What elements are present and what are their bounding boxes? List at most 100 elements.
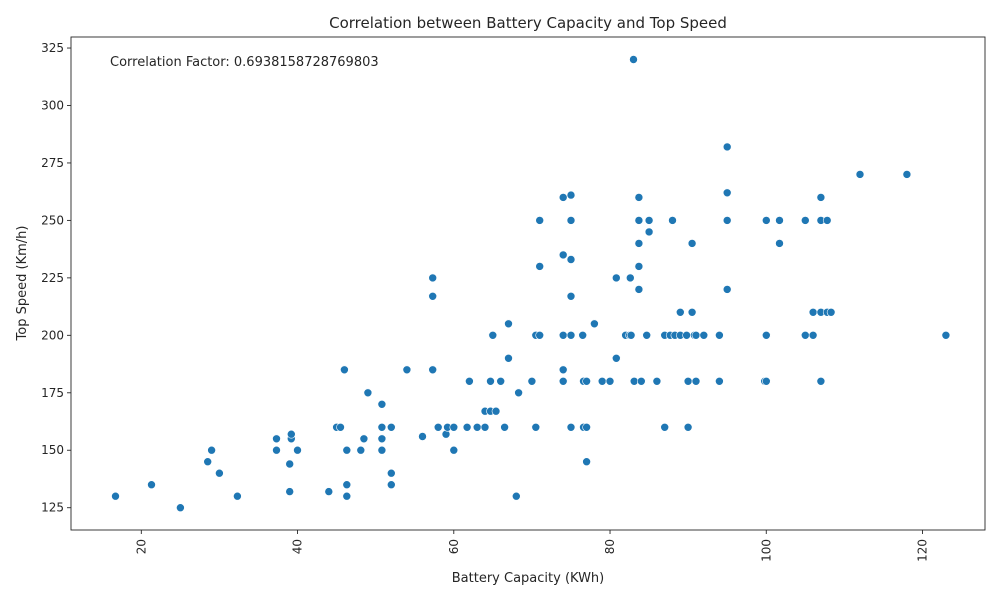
data-point [722, 188, 732, 198]
data-point [504, 353, 513, 363]
data-point [558, 365, 568, 375]
x-tick-label: 40 [291, 539, 305, 554]
data-point [433, 422, 443, 432]
data-point [428, 273, 438, 283]
data-point [642, 330, 652, 340]
data-point [428, 365, 438, 375]
data-point [816, 193, 826, 202]
data-point [359, 434, 369, 444]
data-point [488, 330, 498, 340]
data-point [597, 376, 607, 386]
data-point [462, 422, 472, 432]
data-point [634, 239, 644, 248]
data-point [480, 422, 490, 432]
data-point [668, 216, 677, 225]
y-axis-title: Top Speed (Km/h) [15, 226, 30, 342]
data-point [272, 445, 281, 455]
data-point [611, 353, 621, 363]
data-point [683, 422, 693, 432]
data-point [377, 445, 387, 455]
data-point [441, 429, 451, 439]
data-point [699, 330, 709, 340]
data-point [715, 376, 724, 386]
data-point [761, 330, 771, 340]
data-point [491, 406, 501, 416]
x-axis: 20 40 60 80 100 120 [134, 530, 930, 562]
data-point [902, 170, 912, 179]
data-point [340, 365, 349, 375]
data-point [342, 491, 352, 501]
data-point [582, 376, 591, 386]
data-point [377, 434, 387, 444]
data-point [418, 432, 427, 441]
data-point [722, 142, 732, 152]
y-tick-label: 200 [41, 328, 64, 342]
data-point [535, 330, 545, 340]
data-point [342, 445, 352, 455]
data-point [486, 376, 495, 386]
data-point [428, 291, 438, 301]
data-point [855, 170, 865, 179]
data-point [511, 491, 521, 501]
data-point [675, 307, 685, 317]
data-point [514, 388, 523, 398]
data-point [472, 422, 482, 432]
data-point [342, 480, 352, 490]
x-tick-label: 100 [759, 539, 773, 562]
data-point [531, 422, 541, 432]
data-point [449, 422, 459, 432]
data-point [449, 445, 459, 455]
data-point [578, 330, 588, 340]
data-point [286, 429, 296, 439]
data-point [715, 330, 724, 340]
data-point [644, 216, 654, 225]
x-tick-label: 20 [134, 539, 148, 554]
data-point [687, 307, 697, 317]
y-tick-label: 175 [41, 386, 64, 400]
x-axis-title: Battery Capacity (KWh) [452, 571, 605, 586]
plot-area [70, 36, 986, 531]
y-tick-label: 125 [41, 501, 64, 515]
data-point [691, 376, 701, 386]
data-point [634, 262, 644, 271]
x-tick-label: 60 [447, 539, 461, 554]
data-point [566, 330, 576, 340]
data-point [386, 480, 396, 490]
data-point [558, 193, 568, 202]
data-point [558, 330, 568, 340]
data-point [272, 434, 281, 444]
data-points [111, 55, 951, 513]
data-point [808, 307, 818, 317]
data-point [566, 422, 576, 432]
data-point [535, 262, 545, 271]
data-point [582, 422, 591, 432]
data-point [652, 376, 662, 386]
data-point [775, 216, 784, 225]
data-point [527, 376, 537, 386]
data-point [203, 457, 212, 467]
chart-title: Correlation between Battery Capacity and… [329, 14, 727, 32]
data-point [356, 445, 366, 455]
correlation-annotation: Correlation Factor: 0.6938158728769803 [110, 55, 379, 70]
data-point [808, 330, 818, 340]
data-point [644, 227, 654, 237]
data-point [634, 193, 644, 202]
data-point [590, 319, 599, 329]
data-point [682, 330, 691, 340]
data-point [386, 422, 396, 432]
data-point [111, 491, 120, 501]
data-point [611, 273, 621, 283]
data-point [363, 388, 373, 398]
data-point [634, 216, 644, 225]
data-point [233, 491, 242, 501]
y-tick-label: 150 [41, 443, 64, 457]
data-point [941, 330, 951, 340]
data-point [761, 376, 771, 386]
data-point [660, 422, 670, 432]
plot-frame [70, 36, 986, 531]
data-point [504, 319, 513, 329]
data-point [566, 291, 576, 301]
x-tick-label: 80 [603, 539, 617, 554]
data-point [496, 376, 506, 386]
